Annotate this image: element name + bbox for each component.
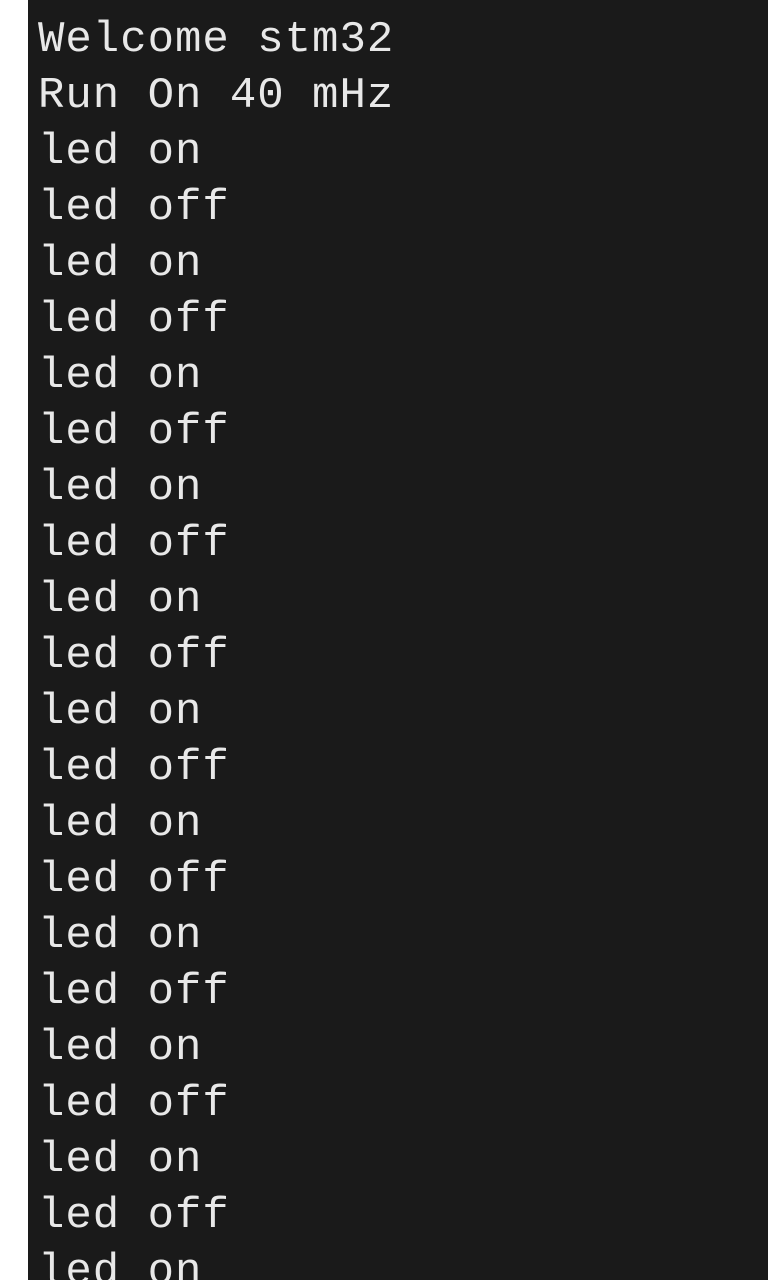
terminal-output-line: led on	[38, 460, 758, 516]
terminal-output-line: led off	[38, 740, 758, 796]
terminal-output-line: led on	[38, 124, 758, 180]
terminal-output-line: led on	[38, 348, 758, 404]
terminal-output-line: led off	[38, 1188, 758, 1244]
terminal-output-line: led off	[38, 516, 758, 572]
terminal-output-line: led on	[38, 796, 758, 852]
terminal-output-line: led on	[38, 236, 758, 292]
terminal-output-line: led on	[38, 1244, 758, 1280]
terminal-output-line: led off	[38, 404, 758, 460]
terminal-output-line: led on	[38, 908, 758, 964]
terminal-output-line: led off	[38, 852, 758, 908]
terminal-output-line: led off	[38, 180, 758, 236]
terminal-output-line: led off	[38, 964, 758, 1020]
terminal-output-line: led off	[38, 1076, 758, 1132]
terminal-output-line: led off	[38, 292, 758, 348]
terminal-output-line: Run On 40 mHz	[38, 68, 758, 124]
terminal-output-line: Welcome stm32	[38, 12, 758, 68]
terminal-output-line: led off	[38, 628, 758, 684]
terminal-output-line: led on	[38, 1020, 758, 1076]
terminal-output-line: led on	[38, 684, 758, 740]
terminal-window[interactable]: led off Welcome stm32 Run On 40 mHz led …	[28, 0, 768, 1280]
terminal-output-line: led on	[38, 572, 758, 628]
terminal-output-line: led on	[38, 1132, 758, 1188]
terminal-output-line: led off	[38, 0, 758, 12]
